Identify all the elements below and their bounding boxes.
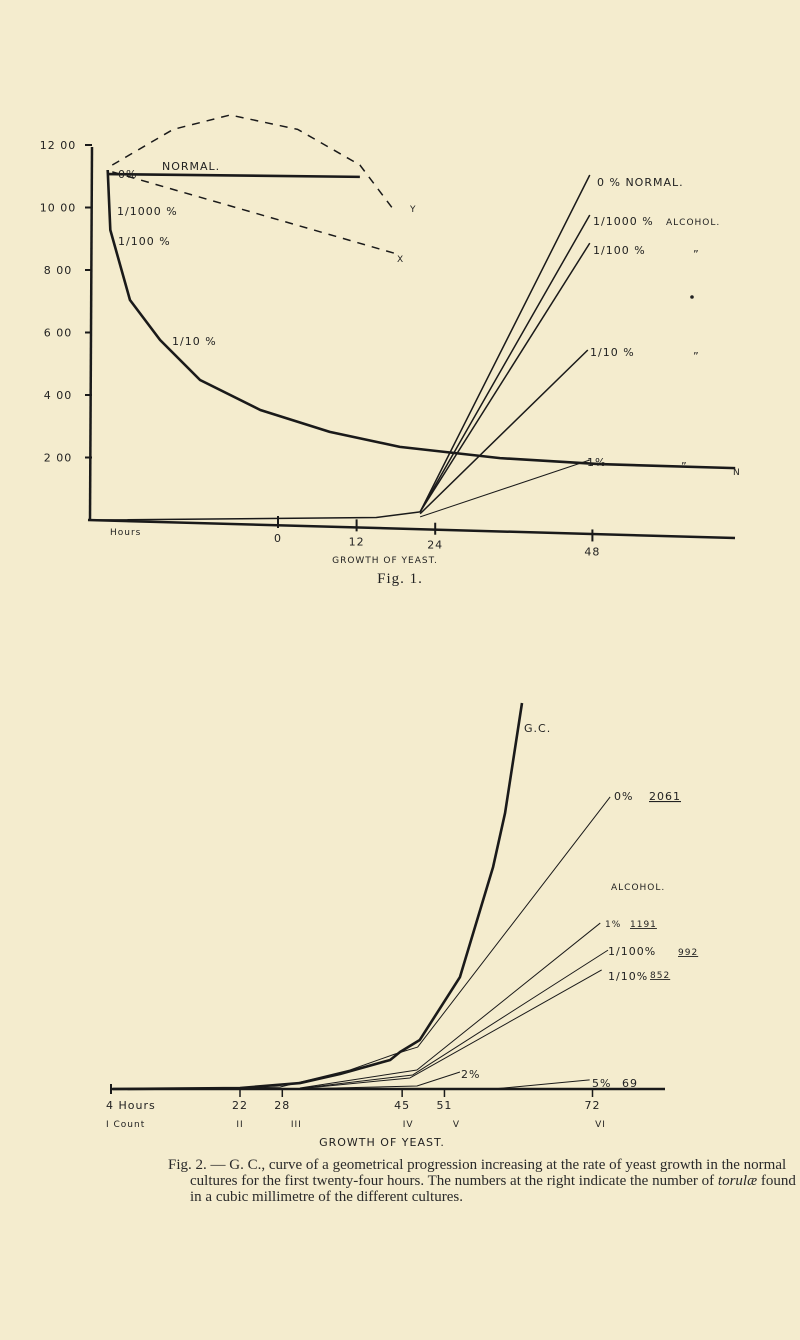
fig1-series-normal-horizontal [107, 172, 360, 179]
fig2-series-5 [493, 1079, 590, 1090]
fig1-series-1 [419, 459, 590, 518]
fig2-count-5: 69 [622, 1077, 638, 1090]
fig2-x-tick-label: 51 [436, 1099, 452, 1112]
fig2-caption-label: Fig. 2. [168, 1157, 207, 1173]
fig2-x-tick-label: 28 [274, 1099, 290, 1112]
fig2-count-0: 2061 [649, 790, 681, 803]
fig2-label-2: 2% [461, 1068, 480, 1081]
fig1-label-left-0: 0% [118, 168, 137, 181]
fig1-dot [690, 295, 694, 299]
fig2-count-tick-label: V [453, 1120, 460, 1130]
fig1-y-tick-label: 2 00 [44, 452, 73, 465]
fig1-label-100: 1/100 % [593, 244, 646, 257]
fig1-x-tick-label: 48 [584, 545, 600, 558]
fig1-ditto-1: ” [681, 460, 688, 473]
fig2-series-0 [239, 796, 611, 1089]
fig2-caption-text: — G. C., curve of a geometrical progress… [190, 1157, 787, 1189]
fig1-label-left-normal: NORMAL. [162, 160, 220, 173]
fig1-series-decline-curve [106, 169, 736, 470]
fig1-y-tick-label: 4 00 [44, 389, 73, 402]
fig1-label-1: 1% [587, 456, 606, 469]
fig1-mark-y: Y [409, 205, 417, 215]
fig2-caption-text-end: found in a cubic millimetre of the diffe… [190, 1173, 796, 1205]
fig2-label-10: 1/10% [608, 970, 648, 983]
fig1-y-tick-label: 6 00 [44, 327, 73, 340]
fig2-series-1-10 [299, 969, 602, 1090]
fig1-mark-n: N [733, 468, 741, 478]
fig1-y-tick-label: 12 00 [40, 139, 77, 152]
fig2-x-tick-label: 22 [232, 1099, 248, 1112]
fig2-label-0: 0% [614, 790, 633, 803]
fig2-label-5: 5% [592, 1077, 611, 1090]
fig1-y-tick-label: 10 00 [40, 202, 77, 215]
fig1-x-tick-label: 0 [274, 532, 282, 545]
fig1-label-10: 1/10 % [590, 346, 635, 359]
fig2-x-axis-label: 4 Hours [106, 1099, 156, 1112]
fig1-series-1-100 [419, 242, 591, 513]
fig2-count-100: 992 [678, 948, 698, 958]
fig1-series-1-10 [419, 349, 589, 515]
fig2-count-tick-label: IV [403, 1120, 414, 1130]
fig1-x-tick-label: 24 [427, 539, 443, 552]
fig1-label-left-1000: 1/1000 % [117, 205, 178, 218]
fig2-series-2 [299, 1071, 461, 1090]
fig1-series-0-normal [94, 174, 591, 521]
fig1-series-dashed-lower-x [112, 171, 398, 255]
fig1-caption: Fig. 1. [377, 571, 423, 587]
fig1-y-tick-label: 8 00 [44, 264, 73, 277]
fig1-chart: 2 00 4 00 6 00 8 00 10 00 12 00 0 12 24 48 0% NOR… [40, 114, 741, 587]
fig2-x-tick-label: 45 [394, 1099, 410, 1112]
fig1-label-0-normal: 0 % NORMAL. [597, 176, 684, 189]
fig1-x-axis-label: Hours [110, 528, 141, 538]
fig2-series-1 [299, 922, 601, 1089]
fig1-label-1000: 1/1000 % [593, 215, 654, 228]
fig2-caption: Fig. 2. — G. C., curve of a geometrical … [168, 1157, 800, 1205]
fig1-series-dashed-upper-y [111, 114, 396, 213]
fig1-ditto-100: ” [693, 248, 700, 261]
fig2-series-1-100 [299, 949, 609, 1089]
fig2-legend-heading: ALCOHOL. [611, 883, 665, 893]
fig1-x-title: GROWTH OF YEAST. [332, 556, 438, 566]
fig2-series-g-c [113, 702, 524, 1091]
fig2-count-tick-label: VI [595, 1120, 606, 1130]
fig1-x-tick-label: 12 [349, 535, 365, 548]
fig2-label-gc: G.C. [524, 722, 551, 735]
fig2-label-100: 1/100% [608, 945, 656, 958]
fig1-label-left-100: 1/100 % [118, 235, 171, 248]
fig2-count-10: 852 [650, 971, 670, 981]
fig1-label-alcohol: ALCOHOL. [666, 218, 720, 228]
fig2-count-tick-label: III [291, 1120, 302, 1130]
fig2-count-row-label: I Count [106, 1120, 145, 1130]
fig1-label-left-10: 1/10 % [172, 335, 217, 348]
fig1-series-1-1000 [419, 214, 591, 513]
fig1-mark-x: X [397, 255, 404, 265]
fig2-count-1: 1191 [630, 920, 657, 930]
fig2-caption-italic: torulæ [717, 1173, 758, 1189]
fig2-x-tick-label: 72 [585, 1099, 601, 1112]
fig2-label-1: 1% [605, 920, 621, 930]
fig2-count-tick-label: II [236, 1120, 243, 1130]
fig2-x-title: GROWTH OF YEAST. [319, 1136, 445, 1149]
fig1-ditto-10: ” [693, 350, 700, 363]
fig1-x-axis [87, 518, 736, 540]
